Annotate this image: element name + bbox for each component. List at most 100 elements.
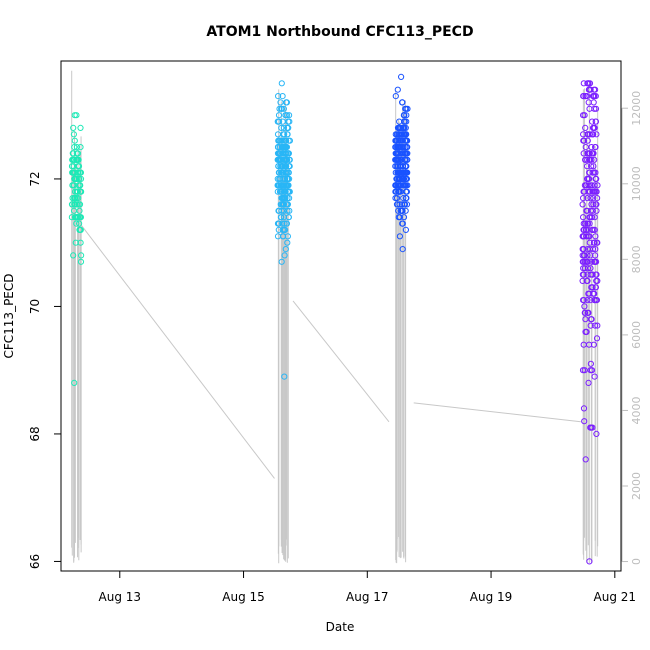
data-point — [402, 175, 409, 182]
data-point — [399, 246, 406, 253]
data-point — [400, 195, 407, 202]
data-point — [582, 226, 590, 233]
data-point — [283, 99, 290, 106]
data-point — [398, 73, 405, 81]
data-point — [400, 182, 407, 189]
data-point — [579, 201, 586, 208]
data-point — [593, 131, 600, 138]
data-point — [584, 93, 591, 100]
data-point — [281, 131, 288, 138]
data-point — [281, 163, 288, 170]
data-point — [588, 214, 596, 221]
data-point — [278, 169, 285, 176]
data-point — [402, 131, 409, 138]
data-point — [400, 144, 407, 151]
data-point — [74, 214, 81, 221]
data-point — [590, 163, 597, 170]
data-point — [399, 207, 406, 214]
data-point — [593, 430, 600, 437]
data-point — [72, 239, 79, 246]
data-point — [281, 188, 289, 195]
data-point — [280, 124, 287, 132]
data-point — [71, 379, 78, 386]
data-point — [393, 182, 400, 189]
data-point — [68, 201, 76, 208]
data-point — [582, 124, 589, 132]
data-point — [395, 188, 402, 195]
data-point — [396, 201, 403, 208]
data-point — [70, 131, 78, 138]
data-point — [395, 124, 402, 132]
x-axis-label: Date — [326, 620, 355, 634]
data-point — [402, 226, 409, 233]
data-point — [72, 201, 79, 208]
data-point — [276, 150, 283, 157]
data-point — [282, 169, 289, 176]
data-point — [580, 252, 588, 259]
data-point — [590, 195, 597, 202]
data-point — [77, 258, 85, 265]
y-tick-label: 66 — [28, 554, 42, 569]
data-point — [393, 156, 400, 163]
data-point — [594, 195, 601, 202]
data-point — [591, 373, 598, 380]
data-point — [75, 182, 82, 189]
data-point — [587, 271, 594, 278]
chart-title: ATOM1 Northbound CFC113_PECD — [206, 24, 473, 40]
data-point — [585, 80, 592, 87]
data-point — [71, 112, 78, 119]
data-point — [593, 207, 600, 214]
data-point — [582, 316, 589, 323]
data-point — [592, 284, 599, 291]
data-point — [591, 124, 598, 132]
data-point — [280, 105, 287, 112]
data-point — [73, 156, 80, 163]
data-point — [394, 201, 401, 208]
data-point — [588, 131, 596, 138]
data-point — [397, 169, 404, 176]
data-point — [592, 144, 599, 151]
data-point — [394, 86, 401, 93]
data-point — [278, 207, 285, 214]
data-point — [392, 93, 399, 100]
data-point — [396, 233, 403, 240]
data-point — [282, 112, 289, 119]
data-point — [281, 252, 288, 259]
data-point — [75, 201, 82, 208]
data-point — [584, 252, 591, 259]
data-points — [68, 73, 601, 565]
data-point — [71, 195, 78, 202]
data-point — [274, 175, 281, 182]
data-point — [69, 156, 76, 163]
data-point — [584, 163, 591, 170]
data-point — [396, 118, 403, 125]
data-point — [71, 144, 78, 151]
data-point — [278, 137, 285, 144]
data-point — [589, 118, 596, 125]
data-point — [397, 175, 404, 182]
data-point — [280, 233, 287, 240]
data-point — [582, 220, 589, 227]
data-point — [274, 220, 282, 227]
data-point — [579, 246, 587, 253]
data-point — [580, 271, 587, 278]
data-point — [591, 290, 598, 297]
data-point — [276, 105, 283, 112]
data-point — [587, 360, 595, 367]
data-point — [404, 150, 411, 157]
data-point — [286, 207, 293, 214]
data-point — [283, 144, 290, 151]
data-point — [276, 118, 283, 125]
data-point — [581, 188, 588, 195]
data-point — [76, 175, 83, 182]
altitude-connector — [413, 402, 581, 423]
data-point — [278, 80, 285, 87]
data-point — [282, 246, 289, 253]
y-tick-label: 72 — [28, 171, 42, 186]
y-tick-label: 68 — [28, 426, 42, 441]
data-point — [580, 405, 588, 412]
data-point — [588, 182, 595, 189]
y-axis-label: CFC113_PECD — [2, 273, 16, 358]
data-point — [584, 175, 591, 182]
data-point — [588, 163, 595, 170]
